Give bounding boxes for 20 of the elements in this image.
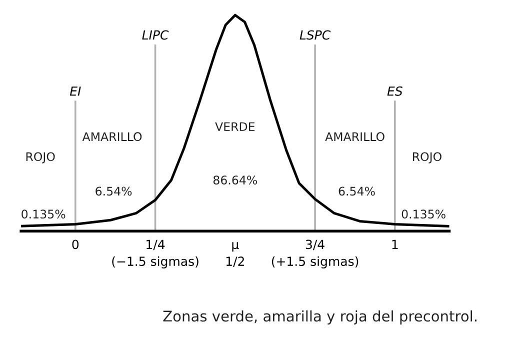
ref-line-label: LIPC	[142, 30, 169, 40]
x-tick-label: μ 1/2	[226, 242, 244, 267]
ref-line-label: LSPC	[300, 30, 331, 40]
text: Zonas verde, amarilla y roja del precontrol.	[163, 310, 476, 324]
annotation: ROJO	[412, 152, 442, 164]
x-tick-label: 0	[72, 240, 79, 250]
annotation: 0.135%	[402, 210, 446, 219]
x-tick-label: 3/4 (+1.5 sigmas)	[272, 240, 358, 268]
annotation: AMARILLO	[325, 132, 384, 142]
ref-line-label: EI	[70, 86, 81, 96]
annotation: 6.54%	[96, 186, 132, 196]
annotation: 86.64%	[213, 176, 258, 185]
annotation: ROJO	[26, 152, 55, 164]
annotation: VERDE	[215, 122, 255, 131]
x-tick-label: 1	[392, 240, 398, 249]
annotation: AMARILLO	[82, 132, 142, 142]
annotation: 6.54%	[338, 186, 375, 196]
x-tick-label: 1/4 (−1.5 sigmas)	[112, 240, 198, 268]
annotation: 0.135%	[22, 210, 66, 219]
ref-line-label: ES	[387, 86, 402, 96]
